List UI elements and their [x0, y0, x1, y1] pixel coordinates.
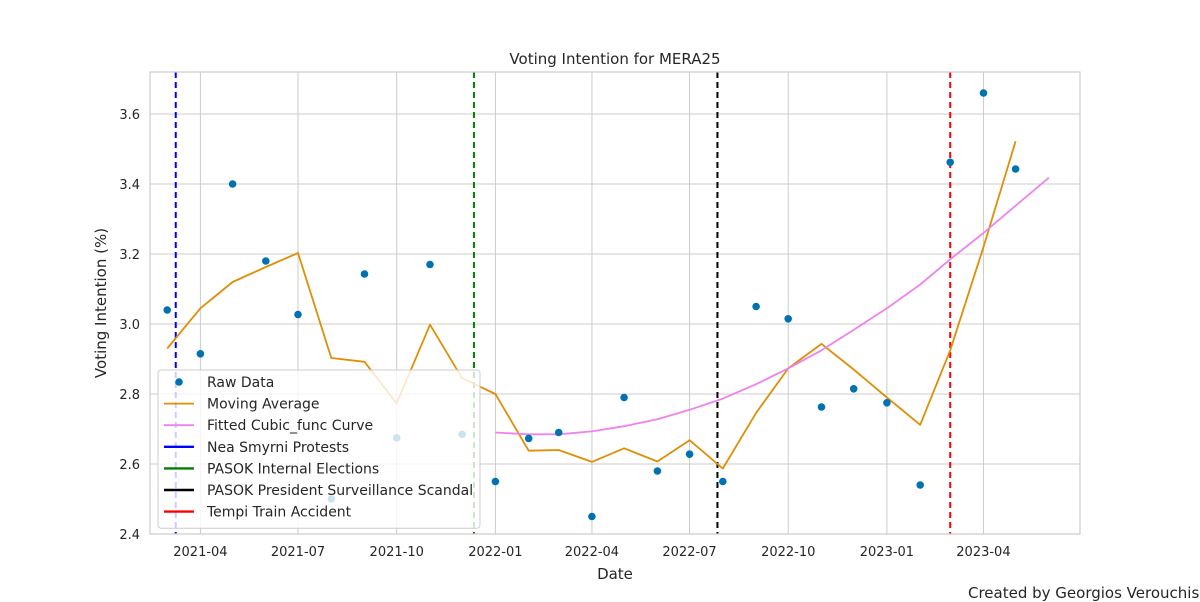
y-axis-label: Voting Intention (%) [92, 228, 110, 378]
data-point [883, 399, 891, 407]
x-tick-label: 2023-04 [956, 545, 1010, 560]
y-tick-label: 3.2 [119, 248, 140, 263]
x-tick-label: 2022-10 [761, 545, 815, 560]
data-point [524, 434, 533, 443]
data-point [588, 512, 596, 521]
credit-text: Created by Georgios Verouchis [968, 584, 1200, 602]
data-point [163, 306, 171, 314]
data-point [685, 450, 694, 459]
series-line [166, 141, 1017, 470]
data-point [426, 260, 434, 269]
y-tick-label: 2.4 [119, 528, 140, 543]
y-tick-label: 3.4 [119, 178, 140, 193]
data-point [1011, 165, 1020, 173]
y-tick-label: 2.6 [119, 458, 140, 473]
data-point [653, 467, 662, 475]
legend-label: Moving Average [207, 397, 320, 413]
legend-label: Nea Smyrni Protests [207, 440, 349, 456]
x-axis-label: Date [597, 565, 633, 583]
legend-label: PASOK President Surveillance Scandal [207, 483, 473, 499]
legend-label: Fitted Cubic_func Curve [207, 418, 373, 434]
legend-marker [175, 378, 183, 386]
x-tick-label: 2022-04 [565, 545, 619, 560]
data-point [228, 180, 237, 188]
plot-frame [149, 71, 1081, 535]
y-tick-label: 2.8 [119, 388, 140, 403]
data-point [916, 481, 924, 489]
x-tick-label: 2022-07 [662, 545, 716, 560]
chart-title: Voting Intention for MERA25 [509, 50, 720, 68]
data-point [554, 428, 563, 437]
x-tick-label: 2023-01 [860, 545, 914, 560]
data-point [491, 477, 500, 486]
x-tick-labels: 2021-04 2021-07 2021-10 2022-01 2022-04 2022-… [173, 545, 1010, 560]
x-tick-label: 2021-10 [370, 545, 424, 560]
data-point [196, 350, 205, 358]
y-tick-label: 3.6 [119, 108, 140, 123]
data-point [262, 257, 270, 265]
data-point [817, 403, 826, 411]
data-point [979, 89, 988, 97]
legend-label: Raw Data [207, 375, 274, 391]
data-point [752, 302, 760, 311]
x-tick-label: 2021-07 [271, 545, 325, 560]
data-point [849, 385, 858, 393]
legend-box [157, 369, 481, 529]
data-point [360, 270, 369, 278]
data-point [294, 310, 302, 319]
legend-label: PASOK Internal Elections [207, 461, 379, 477]
data-point [946, 158, 954, 167]
series-line [495, 177, 1050, 436]
y-tick-label: 3.0 [119, 318, 140, 333]
x-tick-label: 2022-01 [468, 545, 522, 560]
data-point [784, 315, 792, 323]
legend-label: Tempi Train Accident [206, 505, 352, 521]
data-point [620, 393, 628, 402]
x-tick-label: 2021-04 [173, 545, 227, 560]
y-tick-labels: 2.4 2.6 2.8 3.0 3.2 3.4 3.6 [119, 108, 140, 543]
data-point [719, 477, 727, 486]
legend: Raw Data Moving Average Fitted Cubic_func … [157, 369, 481, 529]
